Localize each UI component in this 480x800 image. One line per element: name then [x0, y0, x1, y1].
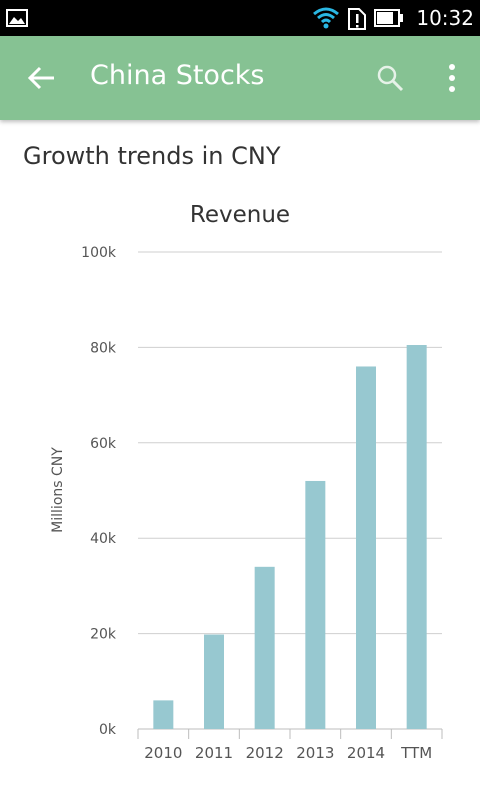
status-time: 10:32 — [416, 6, 474, 30]
bar-2010 — [153, 700, 174, 729]
x-tick-label: 2011 — [195, 744, 233, 762]
y-tick-label: 20k — [90, 627, 117, 643]
back-arrow-icon[interactable] — [26, 62, 58, 94]
x-tick-label: 2012 — [246, 744, 284, 762]
bar-2012 — [254, 566, 275, 729]
sim-alert-icon — [348, 8, 367, 30]
bar-2013 — [305, 480, 326, 729]
y-tick-label: 60k — [90, 436, 117, 452]
bar-2011 — [204, 634, 224, 729]
revenue-chart: Revenue Millions CNY 0k 20k 40k 60k 80k 100k 2… — [50, 202, 443, 762]
x-tick-label: 2013 — [296, 744, 334, 762]
x-tick-label: 2014 — [347, 744, 385, 762]
bar-2014 — [356, 366, 376, 729]
y-tick-label: 0k — [99, 722, 117, 738]
bar-ttm — [406, 345, 427, 729]
x-tick-label: TTM — [400, 744, 432, 762]
battery-icon — [374, 9, 404, 27]
grid-layer — [137, 251, 443, 739]
bar-layer — [153, 345, 427, 729]
chart-title: Revenue — [190, 202, 290, 228]
y-tick-label: 100k — [81, 245, 117, 261]
section-title: Growth trends in CNY — [23, 142, 281, 170]
search-icon[interactable] — [376, 64, 404, 92]
gallery-icon — [6, 9, 28, 27]
y-axis-label: Millions CNY — [50, 447, 66, 533]
status-bar: 10:32 — [0, 0, 480, 36]
x-tick-label: 2010 — [144, 744, 182, 762]
app-title: China Stocks — [90, 60, 265, 91]
y-tick-label: 80k — [90, 340, 117, 356]
label-layer: 0k 20k 40k 60k 80k 100k 2010 2011 2012 2013 2014 TT… — [81, 245, 432, 762]
y-tick-label: 40k — [90, 531, 117, 547]
more-vert-icon[interactable] — [440, 62, 464, 94]
app-bar: China Stocks — [0, 36, 480, 120]
wifi-icon — [313, 7, 340, 29]
